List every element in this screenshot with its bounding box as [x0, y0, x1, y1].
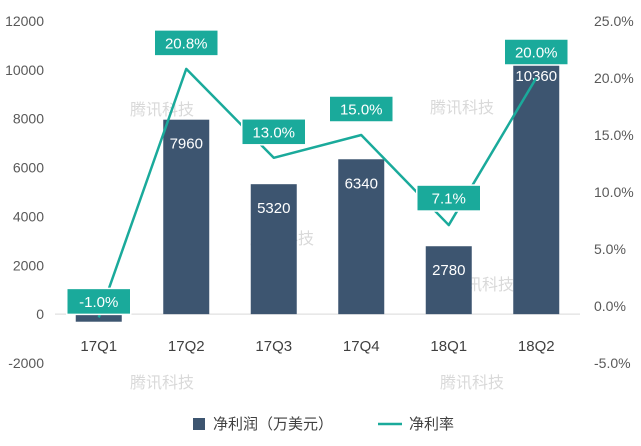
- left-tick-label: 8000: [13, 111, 44, 127]
- watermark-1: 腾讯科技: [130, 100, 194, 119]
- bar-value-label: 7960: [170, 136, 203, 153]
- right-tick-label: 20.0%: [594, 70, 634, 86]
- right-tick-label: 15.0%: [594, 127, 634, 143]
- watermark-4: 腾讯科技: [130, 373, 194, 392]
- category-label: 17Q1: [80, 338, 117, 355]
- bar-17Q2: [163, 119, 210, 315]
- left-tick-label: 4000: [13, 208, 44, 224]
- bar-value-label: 2780: [432, 262, 465, 279]
- line-value-label: 13.0%: [252, 124, 295, 141]
- line-label-box: [153, 29, 219, 57]
- bar-17Q1: [75, 314, 122, 322]
- category-label: 18Q2: [518, 338, 555, 355]
- line-value-label: 20.8%: [165, 35, 208, 52]
- left-tick-label: 10000: [5, 62, 44, 78]
- legend-line-label: 净利率: [409, 415, 454, 433]
- bar-value-label: 5320: [257, 200, 290, 217]
- line-label-box: [328, 95, 394, 123]
- watermark-5: 腾讯科技: [440, 373, 504, 392]
- legend-bar-label: 净利润（万美元）: [213, 415, 333, 433]
- category-label: 18Q1: [430, 338, 467, 355]
- left-tick-label: 12000: [5, 13, 44, 29]
- line-label-box: [241, 118, 307, 146]
- bar-value-label: 10360: [515, 68, 557, 85]
- category-label: 17Q2: [168, 338, 205, 355]
- category-label: 17Q4: [343, 338, 380, 355]
- category-label: 17Q3: [255, 338, 292, 355]
- left-tick-label: 6000: [13, 160, 44, 176]
- line-value-label: 15.0%: [340, 102, 383, 119]
- bar-18Q1: [425, 246, 472, 315]
- left-tick-label: 0: [36, 306, 44, 322]
- line-label-box: [503, 38, 569, 66]
- bar-17Q4: [338, 159, 385, 315]
- watermark-0: 腾讯科技: [430, 98, 494, 117]
- line-value-label: 7.1%: [432, 191, 466, 208]
- bar-value-label: 6340: [345, 175, 378, 192]
- right-tick-label: 10.0%: [594, 184, 634, 200]
- line-value-label: -1.0%: [79, 294, 118, 311]
- left-tick-label: 2000: [13, 257, 44, 273]
- left-tick-label: -2000: [8, 355, 44, 371]
- bar-value-label: -310: [84, 243, 114, 260]
- bar-17Q3: [250, 184, 297, 315]
- bar-18Q2: [513, 61, 560, 315]
- legend-bar-swatch: [193, 418, 205, 430]
- right-tick-label: 0.0%: [594, 298, 626, 314]
- line-label-box: [416, 184, 482, 212]
- line-value-label: 20.0%: [515, 45, 558, 62]
- line-label-box: [66, 287, 132, 316]
- right-tick-label: -5.0%: [594, 355, 631, 371]
- right-tick-label: 25.0%: [594, 13, 634, 29]
- right-tick-label: 5.0%: [594, 241, 626, 257]
